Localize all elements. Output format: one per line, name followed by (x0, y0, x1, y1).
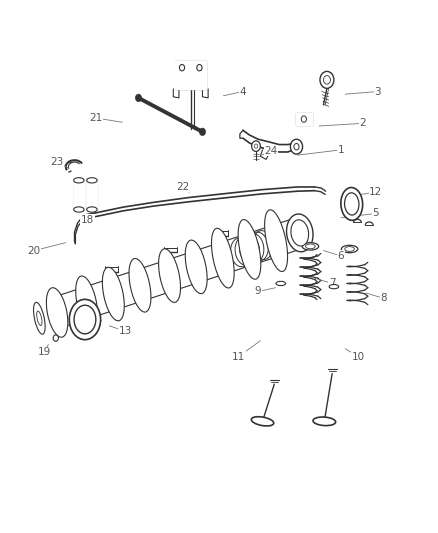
Circle shape (254, 144, 258, 148)
Ellipse shape (37, 311, 42, 326)
Ellipse shape (87, 207, 97, 212)
Ellipse shape (265, 210, 288, 271)
Ellipse shape (306, 244, 315, 249)
Ellipse shape (286, 214, 313, 252)
Circle shape (320, 71, 334, 88)
Ellipse shape (302, 243, 319, 250)
Ellipse shape (345, 247, 354, 252)
Text: 20: 20 (28, 246, 41, 256)
Ellipse shape (129, 259, 151, 312)
Ellipse shape (76, 276, 98, 329)
Circle shape (294, 143, 299, 150)
Circle shape (135, 94, 141, 102)
Circle shape (290, 139, 303, 154)
Circle shape (197, 64, 202, 71)
Ellipse shape (34, 302, 45, 334)
Ellipse shape (87, 177, 97, 183)
Polygon shape (176, 61, 206, 89)
Text: 18: 18 (81, 215, 94, 225)
Ellipse shape (74, 305, 96, 334)
Ellipse shape (276, 281, 286, 286)
Ellipse shape (74, 177, 84, 183)
Text: 13: 13 (119, 326, 132, 336)
Ellipse shape (46, 288, 68, 337)
Ellipse shape (341, 188, 363, 220)
Circle shape (301, 116, 307, 122)
Text: 2: 2 (359, 118, 366, 128)
Polygon shape (74, 180, 84, 209)
Ellipse shape (185, 240, 207, 294)
Polygon shape (87, 180, 97, 209)
Ellipse shape (345, 193, 359, 215)
Text: 22: 22 (177, 182, 190, 192)
Ellipse shape (313, 417, 336, 426)
Ellipse shape (69, 300, 101, 340)
Circle shape (252, 141, 260, 151)
Text: 24: 24 (265, 146, 278, 156)
Text: 19: 19 (37, 348, 51, 358)
Ellipse shape (159, 249, 180, 302)
Text: 9: 9 (255, 286, 261, 296)
Text: 3: 3 (374, 86, 381, 96)
Text: 12: 12 (369, 187, 382, 197)
Ellipse shape (74, 207, 84, 212)
Circle shape (323, 76, 330, 84)
Text: 6: 6 (338, 251, 344, 261)
Ellipse shape (251, 417, 274, 426)
Text: 7: 7 (329, 278, 336, 288)
Text: 5: 5 (372, 208, 379, 219)
Text: 23: 23 (50, 157, 64, 166)
Text: 10: 10 (352, 352, 365, 361)
Polygon shape (296, 113, 312, 125)
Circle shape (199, 128, 205, 135)
Ellipse shape (291, 220, 309, 246)
Polygon shape (24, 210, 327, 337)
Ellipse shape (212, 228, 234, 288)
Ellipse shape (329, 285, 339, 289)
Text: 1: 1 (338, 145, 344, 155)
Circle shape (180, 64, 185, 71)
Ellipse shape (102, 267, 124, 321)
Text: 11: 11 (232, 352, 245, 361)
Text: 8: 8 (380, 293, 387, 303)
Ellipse shape (341, 245, 358, 253)
Text: 4: 4 (240, 86, 246, 96)
Ellipse shape (238, 220, 261, 279)
Circle shape (53, 335, 58, 341)
Text: 21: 21 (90, 113, 103, 123)
